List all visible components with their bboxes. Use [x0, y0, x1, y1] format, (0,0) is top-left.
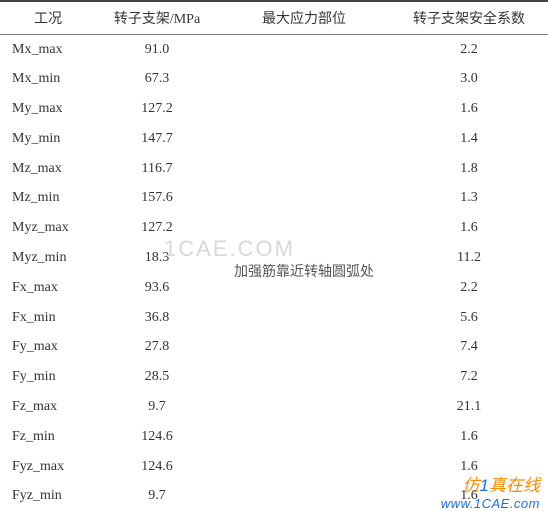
cell-stress: 27.8 — [96, 333, 218, 363]
cell-case: Fz_min — [0, 422, 96, 452]
cell-case: Mz_min — [0, 184, 96, 214]
cell-case: Fy_max — [0, 333, 96, 363]
cell-case: Mx_max — [0, 35, 96, 65]
table-container: 工况 转子支架/MPa 最大应力部位 转子支架安全系数 Mx_max 91.0 … — [0, 0, 548, 511]
cell-safety: 11.2 — [390, 244, 548, 274]
cell-stress: 18.3 — [96, 244, 218, 274]
cell-case: My_min — [0, 124, 96, 154]
cell-stress: 116.7 — [96, 154, 218, 184]
cell-safety: 1.3 — [390, 184, 548, 214]
cell-stress: 67.3 — [96, 65, 218, 95]
cell-case: Mx_min — [0, 65, 96, 95]
cell-location-merged: 加强筋靠近转轴圆弧处 — [218, 35, 390, 511]
cell-stress: 36.8 — [96, 303, 218, 333]
cell-case: Mz_max — [0, 154, 96, 184]
cell-safety: 21.1 — [390, 393, 548, 423]
cell-stress: 28.5 — [96, 363, 218, 393]
cell-stress: 124.6 — [96, 422, 218, 452]
cell-stress: 124.6 — [96, 452, 218, 482]
cell-case: Fyz_max — [0, 452, 96, 482]
cell-case: Fx_min — [0, 303, 96, 333]
cell-safety: 7.4 — [390, 333, 548, 363]
cell-stress: 127.2 — [96, 95, 218, 125]
cell-safety: 3.0 — [390, 65, 548, 95]
col-header-1: 工况 — [0, 1, 96, 35]
col-header-3: 最大应力部位 — [218, 1, 390, 35]
cell-safety: 1.8 — [390, 154, 548, 184]
cell-case: Fx_max — [0, 273, 96, 303]
cell-stress: 91.0 — [96, 35, 218, 65]
cell-safety: 1.6 — [390, 482, 548, 511]
col-header-4: 转子支架安全系数 — [390, 1, 548, 35]
cell-case: Myz_min — [0, 244, 96, 274]
cell-stress: 127.2 — [96, 214, 218, 244]
cell-case: My_max — [0, 95, 96, 125]
cell-safety: 1.6 — [390, 452, 548, 482]
table-body: Mx_max 91.0 加强筋靠近转轴圆弧处 2.2 Mx_min 67.3 3… — [0, 35, 548, 511]
table-row: Mx_max 91.0 加强筋靠近转轴圆弧处 2.2 — [0, 35, 548, 65]
cell-stress: 9.7 — [96, 393, 218, 423]
cell-safety: 5.6 — [390, 303, 548, 333]
cell-safety: 2.2 — [390, 273, 548, 303]
data-table: 工况 转子支架/MPa 最大应力部位 转子支架安全系数 Mx_max 91.0 … — [0, 0, 548, 511]
cell-safety: 1.6 — [390, 95, 548, 125]
cell-safety: 7.2 — [390, 363, 548, 393]
cell-stress: 157.6 — [96, 184, 218, 214]
cell-stress: 147.7 — [96, 124, 218, 154]
cell-case: Fyz_min — [0, 482, 96, 511]
cell-case: Fy_min — [0, 363, 96, 393]
cell-safety: 1.6 — [390, 422, 548, 452]
cell-case: Fz_max — [0, 393, 96, 423]
cell-safety: 1.6 — [390, 214, 548, 244]
cell-stress: 93.6 — [96, 273, 218, 303]
table-header: 工况 转子支架/MPa 最大应力部位 转子支架安全系数 — [0, 1, 548, 35]
cell-safety: 1.4 — [390, 124, 548, 154]
col-header-2: 转子支架/MPa — [96, 1, 218, 35]
cell-safety: 2.2 — [390, 35, 548, 65]
cell-case: Myz_max — [0, 214, 96, 244]
cell-stress: 9.7 — [96, 482, 218, 511]
